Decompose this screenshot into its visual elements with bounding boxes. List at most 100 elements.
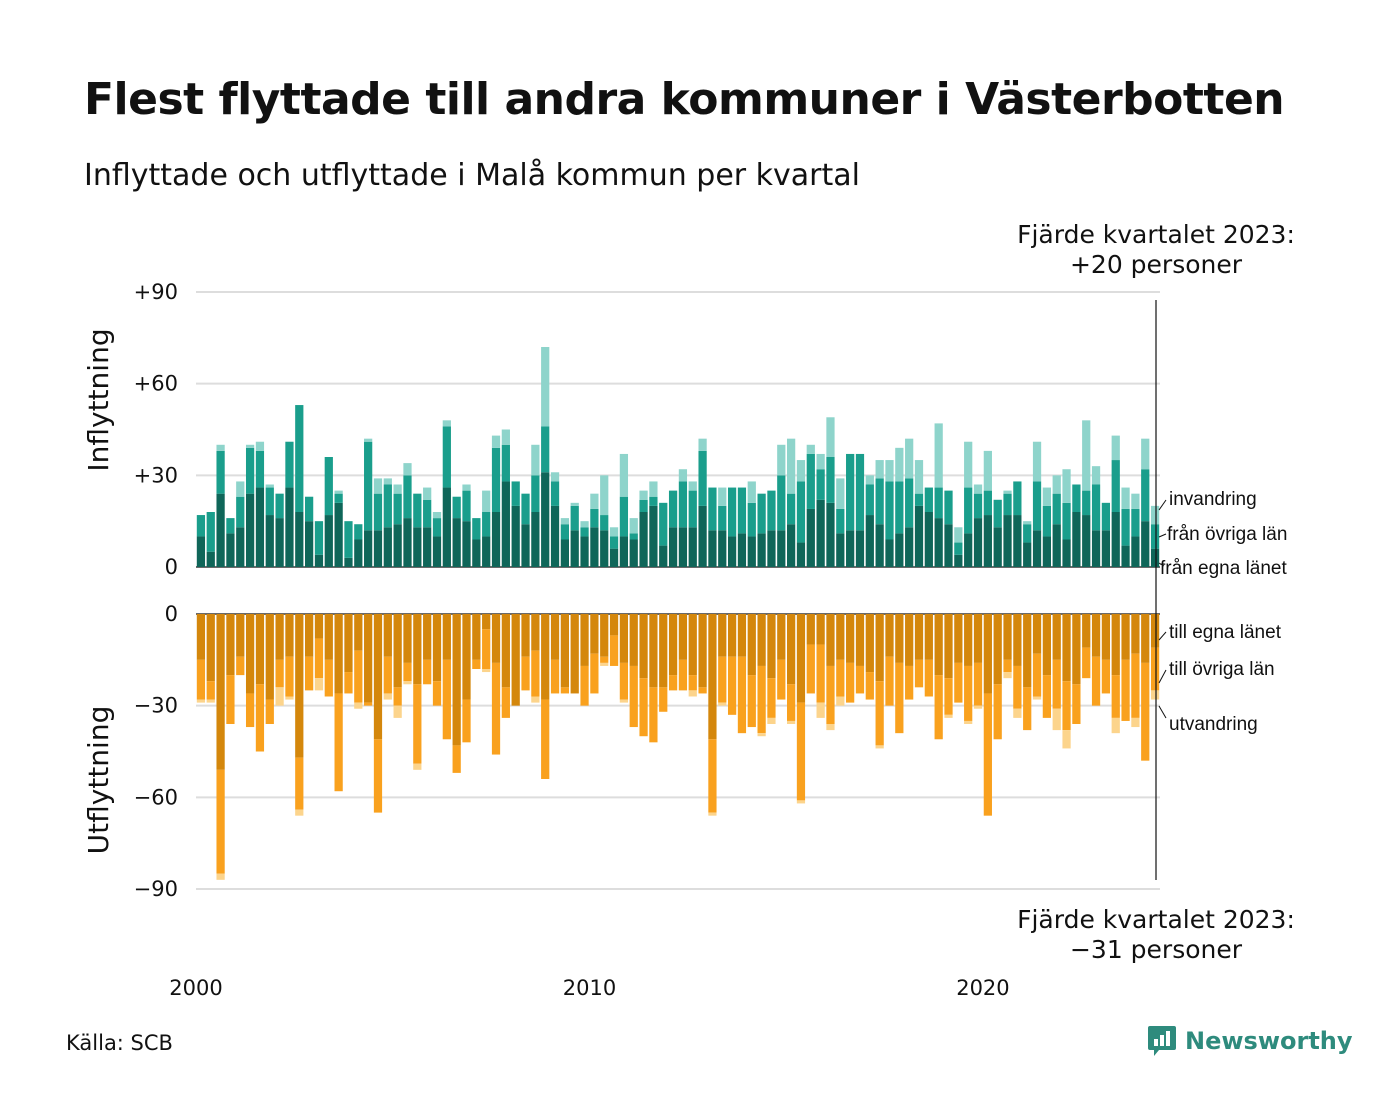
bar-outflow-emigration bbox=[796, 800, 806, 804]
bar-outflow-emigration bbox=[295, 809, 304, 816]
bar-inflow-other-counties bbox=[364, 441, 373, 531]
bar-inflow-other-counties bbox=[521, 493, 530, 525]
bar-outflow-own-county bbox=[1013, 614, 1022, 666]
bar-inflow-other-counties bbox=[639, 499, 648, 512]
bar-outflow-own-county bbox=[1121, 614, 1130, 660]
bar-outflow-own-county bbox=[206, 614, 215, 682]
bar-inflow-other-counties bbox=[472, 518, 481, 540]
leader-invandring bbox=[1158, 499, 1167, 511]
bar-inflow-immigration bbox=[787, 438, 796, 494]
bar-outflow-own-county bbox=[1052, 614, 1061, 660]
bar-outflow-own-county bbox=[334, 614, 343, 694]
bar-outflow-own-county bbox=[354, 614, 363, 651]
bar-outflow-other-counties bbox=[865, 672, 874, 700]
bar-outflow-own-county bbox=[226, 614, 235, 676]
bar-inflow-other-counties bbox=[511, 481, 520, 506]
bar-inflow-immigration bbox=[423, 487, 432, 500]
bar-inflow-own-county bbox=[442, 487, 451, 567]
bar-outflow-other-counties bbox=[452, 745, 461, 773]
bar-outflow-emigration bbox=[275, 687, 284, 706]
bar-outflow-other-counties bbox=[324, 659, 333, 697]
bar-outflow-other-counties bbox=[383, 656, 392, 694]
bar-inflow-other-counties bbox=[236, 496, 245, 528]
bar-outflow-own-county bbox=[885, 614, 894, 657]
bar-inflow-other-counties bbox=[629, 533, 638, 540]
bar-inflow-immigration bbox=[983, 450, 992, 491]
bar-outflow-own-county bbox=[491, 614, 501, 663]
bar-outflow-other-counties bbox=[393, 687, 402, 706]
bar-inflow-other-counties bbox=[452, 496, 461, 519]
bar-inflow-own-county bbox=[737, 533, 747, 567]
bar-outflow-own-county bbox=[993, 614, 1002, 685]
y-tick-label-top: +90 bbox=[134, 280, 178, 304]
bar-outflow-other-counties bbox=[550, 659, 560, 694]
bar-inflow-own-county bbox=[285, 487, 294, 567]
bar-inflow-own-county bbox=[452, 518, 461, 567]
bar-outflow-other-counties bbox=[609, 635, 619, 666]
bar-inflow-immigration bbox=[364, 438, 373, 442]
bar-inflow-immigration bbox=[905, 438, 914, 479]
bar-inflow-other-counties bbox=[668, 490, 678, 528]
bar-outflow-other-counties bbox=[924, 659, 933, 697]
bar-inflow-immigration bbox=[1091, 466, 1101, 485]
bar-outflow-own-county bbox=[629, 614, 638, 666]
bar-outflow-own-county bbox=[1032, 614, 1042, 654]
bar-inflow-other-counties bbox=[305, 496, 314, 522]
bar-outflow-own-county bbox=[1003, 614, 1012, 660]
bar-outflow-emigration bbox=[708, 812, 717, 816]
bar-outflow-other-counties bbox=[196, 659, 206, 700]
bar-inflow-own-county bbox=[718, 530, 727, 567]
bar-outflow-own-county bbox=[609, 614, 619, 636]
bar-outflow-own-county bbox=[462, 614, 471, 700]
bar-outflow-other-counties bbox=[265, 699, 274, 724]
bar-inflow-immigration bbox=[826, 417, 835, 457]
bar-outflow-other-counties bbox=[639, 678, 648, 737]
bar-inflow-other-counties bbox=[442, 426, 451, 488]
bar-inflow-other-counties bbox=[531, 475, 540, 512]
bar-outflow-other-counties bbox=[1032, 653, 1042, 697]
bar-inflow-immigration bbox=[1150, 505, 1160, 525]
bar-inflow-other-counties bbox=[1062, 502, 1071, 540]
bar-outflow-other-counties bbox=[501, 687, 510, 718]
bar-outflow-emigration bbox=[196, 699, 206, 703]
bar-outflow-other-counties bbox=[541, 699, 550, 779]
bar-inflow-immigration bbox=[609, 527, 619, 537]
bar-inflow-own-county bbox=[1101, 530, 1111, 567]
bar-inflow-other-counties bbox=[737, 487, 747, 534]
bar-inflow-own-county bbox=[265, 515, 274, 567]
brand-name: Newsworthy bbox=[1185, 1027, 1353, 1055]
bar-outflow-own-county bbox=[285, 614, 294, 657]
bar-outflow-other-counties bbox=[531, 650, 540, 697]
bar-inflow-immigration bbox=[875, 460, 884, 479]
bar-inflow-own-county bbox=[727, 536, 737, 567]
bar-outflow-own-county bbox=[570, 614, 579, 694]
x-tick-label: 2010 bbox=[563, 976, 616, 1000]
bar-outflow-emigration bbox=[600, 662, 609, 666]
bar-inflow-immigration bbox=[698, 438, 707, 451]
bar-outflow-own-county bbox=[619, 614, 629, 663]
bar-outflow-other-counties bbox=[472, 659, 481, 669]
bar-inflow-immigration bbox=[777, 444, 786, 476]
bar-inflow-other-counties bbox=[393, 493, 402, 525]
bar-inflow-other-counties bbox=[314, 521, 324, 555]
bar-outflow-other-counties bbox=[1052, 659, 1061, 709]
bar-outflow-emigration bbox=[1062, 730, 1071, 749]
bar-inflow-other-counties bbox=[865, 484, 874, 516]
bar-inflow-immigration bbox=[334, 490, 343, 494]
bar-inflow-own-county bbox=[708, 530, 717, 567]
bar-outflow-emigration bbox=[836, 696, 845, 706]
bar-outflow-other-counties bbox=[1091, 656, 1101, 706]
bar-inflow-other-counties bbox=[708, 487, 717, 531]
bar-inflow-immigration bbox=[462, 484, 471, 491]
bar-outflow-own-county bbox=[934, 614, 943, 676]
top-annotation-line1: Fjärde kvartalet 2023: bbox=[1017, 220, 1295, 249]
bar-inflow-other-counties bbox=[609, 536, 619, 549]
bar-inflow-immigration bbox=[1082, 420, 1091, 491]
bar-inflow-own-county bbox=[1141, 521, 1150, 567]
bar-inflow-immigration bbox=[885, 460, 894, 482]
bar-inflow-own-county bbox=[305, 521, 314, 567]
bar-inflow-other-counties bbox=[501, 444, 510, 482]
bar-outflow-other-counties bbox=[403, 662, 412, 682]
bar-outflow-other-counties bbox=[954, 662, 963, 703]
bar-inflow-immigration bbox=[806, 444, 815, 454]
